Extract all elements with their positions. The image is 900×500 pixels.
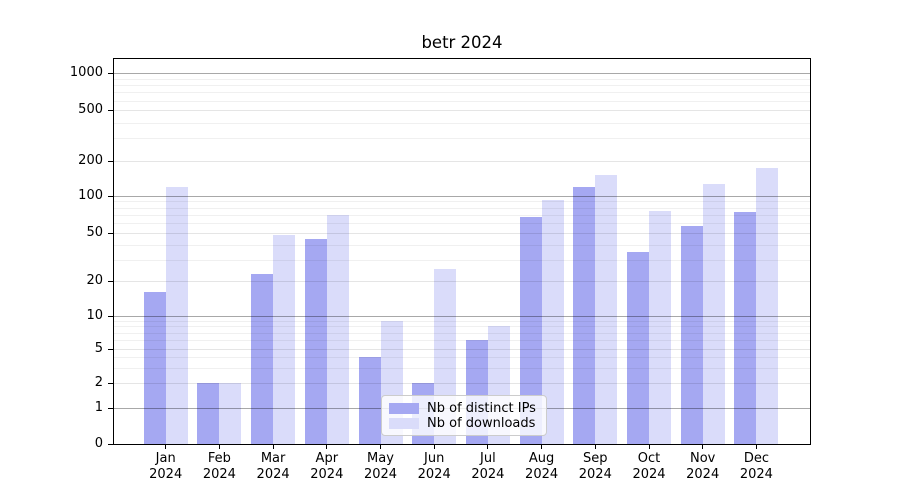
bar-downloads-dec	[756, 168, 779, 444]
month-label: Dec	[743, 451, 769, 466]
bar-downloads-aug	[541, 199, 564, 444]
plot-area	[113, 58, 811, 445]
year-label: 2024	[471, 466, 505, 482]
bar-distinct-ips-apr	[304, 238, 327, 444]
y-tick-label-0: 0	[94, 436, 103, 451]
bar-distinct-ips-dec	[734, 211, 757, 444]
year-label: 2024	[310, 466, 344, 482]
x-tick-dec	[755, 445, 757, 449]
x-tick-sep	[594, 445, 596, 449]
year-label: 2024	[363, 466, 398, 482]
month-label: Nov	[690, 451, 716, 466]
legend-label: Nb of distinct IPs	[427, 401, 536, 416]
legend-swatch-downloads	[389, 418, 419, 429]
x-tick-jun	[433, 445, 435, 449]
y-tick-200	[108, 160, 114, 162]
y-tick-10	[108, 315, 114, 317]
x-tick-label-feb: Feb 2024	[187, 451, 251, 482]
y-tick-500	[108, 110, 114, 112]
y-tick-label-20: 20	[86, 272, 103, 288]
x-tick-label-apr: Apr 2024	[295, 451, 359, 482]
x-tick-label-mar: Mar 2024	[241, 451, 305, 482]
bar-distinct-ips-mar	[251, 273, 274, 444]
month-label: Jun	[424, 451, 445, 466]
month-label: Jan	[155, 451, 176, 466]
chart-title: betr 2024	[421, 33, 503, 52]
x-tick-label-aug: Aug 2024	[510, 451, 574, 482]
y-tick-50	[108, 233, 114, 235]
x-tick-feb	[218, 445, 220, 449]
y-tick-label-10: 10	[86, 307, 103, 323]
month-label: Sep	[583, 451, 608, 466]
x-tick-mar	[272, 445, 274, 449]
year-label: 2024	[686, 466, 720, 482]
month-label: Oct	[637, 451, 661, 466]
x-tick-label-oct: Oct 2024	[617, 451, 681, 482]
x-tick-label-may: May 2024	[349, 451, 413, 482]
y-tick-label-2: 2	[94, 375, 103, 391]
x-tick-nov	[702, 445, 704, 449]
legend-label: Nb of downloads	[427, 416, 536, 431]
y-tick-100	[108, 195, 114, 197]
x-tick-apr	[326, 445, 328, 449]
bar-downloads-sep	[595, 175, 618, 444]
bar-downloads-oct	[649, 210, 671, 444]
x-tick-label-nov: Nov 2024	[671, 451, 735, 482]
month-label: May	[367, 451, 394, 466]
year-label: 2024	[202, 466, 236, 482]
bar-distinct-ips-feb	[197, 383, 220, 444]
year-label: 2024	[578, 466, 612, 482]
bar-downloads-mar	[273, 235, 296, 444]
y-tick-label-1: 1	[94, 399, 103, 415]
y-tick-label-100: 100	[78, 187, 103, 203]
bar-downloads-nov	[702, 184, 725, 444]
x-tick-label-dec: Dec 2024	[724, 451, 788, 482]
y-tick-1000	[108, 73, 114, 75]
bar-distinct-ips-jan	[143, 292, 166, 444]
x-tick-jan	[165, 445, 167, 449]
y-tick-label-50: 50	[86, 225, 103, 241]
y-tick-5	[108, 348, 114, 350]
y-tick-2	[108, 383, 114, 385]
y-tick-0	[108, 444, 114, 445]
y-tick-label-1000: 1000	[69, 65, 103, 81]
y-tick-20	[108, 280, 114, 282]
bar-downloads-apr	[326, 214, 349, 444]
bar-distinct-ips-oct	[627, 251, 649, 444]
x-tick-label-sep: Sep 2024	[563, 451, 627, 482]
x-tick-oct	[648, 445, 650, 449]
month-label: Aug	[528, 451, 555, 466]
bar-distinct-ips-nov	[680, 226, 703, 444]
bar-downloads-feb	[219, 383, 242, 444]
x-tick-label-jul: Jul 2024	[456, 451, 520, 482]
legend-item-distinct-ips: Nb of distinct IPs	[389, 401, 540, 416]
bar-downloads-jan	[165, 186, 188, 444]
year-label: 2024	[417, 466, 451, 482]
y-tick-label-200: 200	[78, 152, 103, 168]
bar-distinct-ips-aug	[519, 217, 542, 444]
bar-distinct-ips-sep	[573, 187, 596, 444]
legend-swatch-distinct-ips	[389, 403, 419, 414]
month-label: Mar	[260, 451, 286, 466]
y-tick-1	[108, 407, 114, 409]
y-tick-label-5: 5	[94, 340, 103, 356]
month-label: Apr	[315, 451, 339, 466]
year-label: 2024	[149, 466, 183, 482]
year-label: 2024	[739, 466, 773, 482]
month-label: Feb	[207, 451, 231, 466]
x-tick-jul	[487, 445, 489, 449]
legend: Nb of distinct IPs Nb of downloads	[381, 395, 547, 436]
year-label: 2024	[256, 466, 290, 482]
x-tick-aug	[541, 445, 543, 449]
legend-item-downloads: Nb of downloads	[389, 416, 540, 431]
year-label: 2024	[525, 466, 559, 482]
x-tick-may	[380, 445, 381, 449]
year-label: 2024	[632, 466, 666, 482]
y-tick-label-500: 500	[78, 102, 103, 118]
bar-distinct-ips-may	[358, 357, 381, 444]
x-tick-label-jan: Jan 2024	[134, 451, 198, 482]
month-label: Jul	[480, 451, 496, 466]
x-tick-label-jun: Jun 2024	[402, 451, 466, 482]
